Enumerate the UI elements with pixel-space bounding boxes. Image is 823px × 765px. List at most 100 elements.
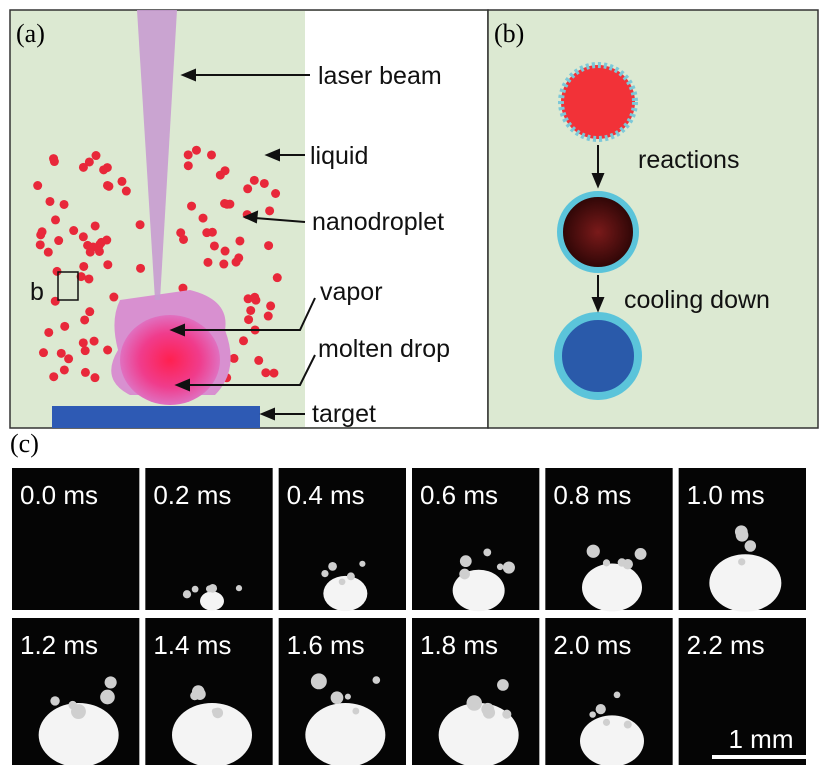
droplet bbox=[266, 301, 276, 311]
frame-time: 1.2 ms bbox=[20, 630, 98, 660]
plume-speck bbox=[321, 569, 329, 578]
plume-speck bbox=[623, 720, 632, 729]
particle-reacted bbox=[557, 191, 639, 273]
droplet bbox=[78, 232, 88, 242]
droplet bbox=[44, 327, 54, 337]
droplet bbox=[271, 189, 281, 199]
droplet bbox=[249, 175, 259, 185]
droplet bbox=[222, 199, 232, 209]
droplet bbox=[203, 257, 213, 267]
droplet bbox=[187, 201, 197, 211]
plume-speck bbox=[330, 691, 344, 705]
plume bbox=[580, 715, 644, 765]
frame-time: 0.0 ms bbox=[20, 480, 98, 510]
plume-speck bbox=[211, 708, 218, 715]
plume bbox=[323, 575, 368, 612]
droplet bbox=[220, 246, 230, 256]
droplet bbox=[215, 170, 225, 180]
plume bbox=[38, 703, 119, 765]
droplet bbox=[49, 372, 59, 382]
plume-speck bbox=[104, 676, 117, 689]
plume-speck bbox=[352, 707, 360, 715]
plume bbox=[172, 703, 252, 765]
droplet bbox=[272, 273, 282, 283]
plume-speck bbox=[586, 544, 600, 558]
plume-speck bbox=[617, 558, 627, 567]
droplet bbox=[35, 240, 45, 250]
frame-time: 2.0 ms bbox=[553, 630, 631, 660]
step-label: reactions bbox=[638, 146, 739, 174]
plume-speck bbox=[359, 560, 366, 567]
droplet bbox=[59, 365, 69, 375]
droplet bbox=[33, 181, 43, 191]
droplet bbox=[254, 355, 264, 365]
droplet bbox=[80, 315, 90, 325]
frame bbox=[678, 618, 806, 765]
droplet bbox=[135, 220, 145, 230]
droplet bbox=[121, 186, 131, 196]
droplet bbox=[84, 157, 94, 167]
frame-time: 2.2 ms bbox=[687, 630, 765, 660]
frame-time: 1.4 ms bbox=[153, 630, 231, 660]
plume-speck bbox=[497, 679, 509, 691]
droplet bbox=[102, 180, 112, 190]
droplet bbox=[36, 230, 46, 240]
droplet bbox=[49, 154, 59, 164]
droplet bbox=[206, 150, 216, 160]
annotation: molten drop bbox=[318, 335, 450, 363]
particle-hot bbox=[558, 62, 638, 142]
droplet bbox=[183, 161, 193, 171]
droplet bbox=[50, 215, 60, 225]
droplet bbox=[178, 283, 188, 293]
target bbox=[52, 406, 260, 428]
frame-time: 1.8 ms bbox=[420, 630, 498, 660]
droplet bbox=[64, 354, 74, 364]
droplet bbox=[90, 221, 100, 231]
arrows-b bbox=[591, 145, 605, 313]
frames: 0.0 ms 0.2 ms 0.4 ms 0.6 ms 0.8 ms 1.0 ms 1.2 … bbox=[12, 468, 806, 765]
frame-time: 0.8 ms bbox=[553, 480, 631, 510]
plume-speck bbox=[589, 711, 596, 718]
droplet bbox=[52, 266, 62, 276]
droplet bbox=[246, 305, 256, 315]
plume bbox=[709, 554, 782, 612]
plume-speck bbox=[481, 702, 495, 716]
panel-label: (a) bbox=[16, 19, 45, 48]
droplet bbox=[56, 348, 66, 358]
molten-drop bbox=[120, 315, 220, 405]
scale-label: 1 mm bbox=[729, 724, 794, 754]
annotation: vapor bbox=[320, 278, 383, 306]
plume-speck bbox=[310, 673, 327, 690]
annotation: nanodroplet bbox=[312, 208, 444, 236]
plume-speck bbox=[466, 695, 482, 711]
droplet bbox=[259, 178, 269, 188]
plume-speck bbox=[734, 525, 748, 539]
annotation: liquid bbox=[310, 142, 368, 170]
plume-speck bbox=[344, 693, 351, 700]
plume-speck bbox=[602, 718, 611, 726]
droplet bbox=[191, 145, 201, 155]
laser-beam bbox=[137, 10, 177, 300]
droplet bbox=[202, 228, 212, 238]
panel-a-white bbox=[305, 11, 487, 427]
plume-speck bbox=[208, 584, 218, 593]
droplet bbox=[59, 199, 69, 209]
droplet bbox=[261, 368, 271, 378]
droplet bbox=[103, 345, 113, 355]
plume-speck bbox=[100, 689, 115, 705]
droplet bbox=[264, 241, 274, 251]
plume-speck bbox=[68, 700, 77, 710]
droplet bbox=[263, 311, 273, 321]
droplet bbox=[78, 338, 88, 348]
droplet bbox=[76, 272, 86, 282]
droplet bbox=[90, 373, 100, 383]
step-label: cooling down bbox=[624, 286, 770, 314]
droplet bbox=[179, 234, 189, 244]
plume-speck bbox=[50, 696, 60, 706]
annotation: laser beam bbox=[318, 62, 442, 90]
frame-time: 1.6 ms bbox=[287, 630, 365, 660]
plume-speck bbox=[613, 691, 621, 699]
annotation: target bbox=[312, 400, 376, 428]
plume-speck bbox=[602, 559, 611, 567]
